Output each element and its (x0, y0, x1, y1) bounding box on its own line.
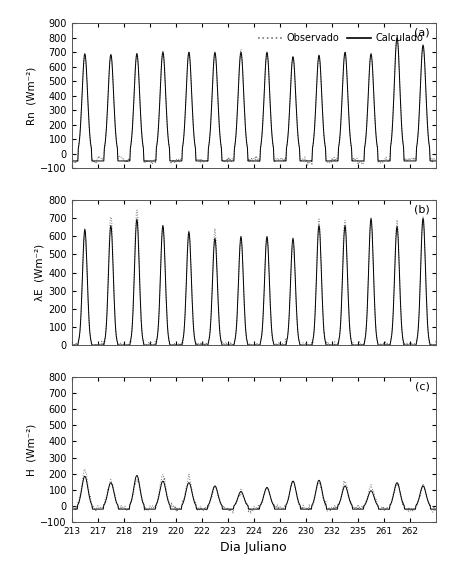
X-axis label: Dia Juliano: Dia Juliano (220, 541, 287, 554)
Legend: Observado, Calculado: Observado, Calculado (255, 30, 427, 48)
Y-axis label: Rn  (Wm⁻²): Rn (Wm⁻²) (26, 67, 36, 125)
Text: (b): (b) (414, 204, 430, 215)
Text: (c): (c) (415, 382, 430, 392)
Y-axis label: H  (Wm⁻²): H (Wm⁻²) (26, 423, 36, 476)
Y-axis label: λE  (Wm⁻²): λE (Wm⁻²) (34, 244, 44, 301)
Text: (a): (a) (414, 28, 430, 38)
